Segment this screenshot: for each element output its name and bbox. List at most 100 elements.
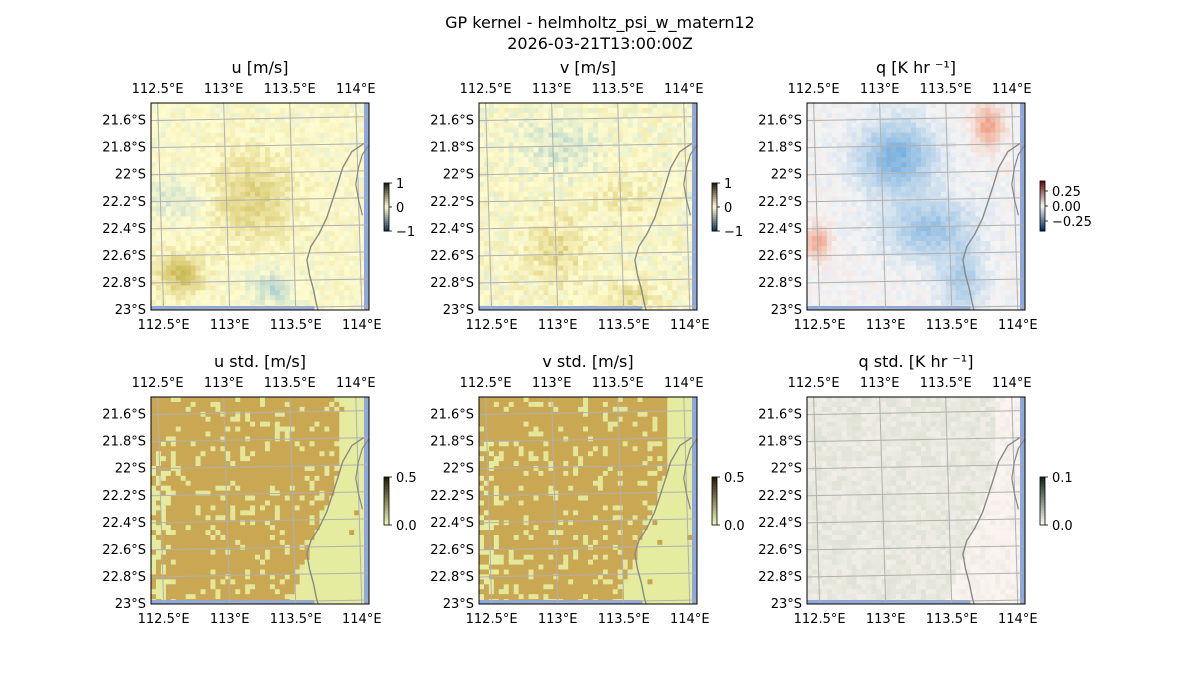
heatmap-cell — [151, 191, 157, 198]
heatmap-cell — [160, 255, 167, 262]
heatmap-cell — [687, 103, 693, 109]
heatmap-cell — [841, 216, 848, 222]
heatmap-cell — [588, 275, 594, 281]
heatmap-cell — [483, 191, 490, 198]
heatmap-cell — [304, 147, 310, 153]
heatmap-cell — [160, 211, 167, 217]
heatmap-cell — [841, 172, 848, 178]
heatmap-cell — [846, 226, 852, 232]
heatmap-cell — [881, 191, 887, 198]
heatmap-cell — [543, 290, 549, 296]
heatmap-cell — [543, 255, 549, 262]
heatmap-cell — [607, 112, 614, 119]
heatmap-cell — [205, 176, 211, 183]
heatmap-cell — [160, 236, 167, 242]
heatmap-cell — [284, 132, 291, 138]
heatmap-cell — [523, 191, 529, 198]
heatmap-cell — [230, 103, 236, 109]
heatmap-cell — [588, 201, 594, 207]
heatmap-cell — [906, 186, 912, 193]
heatmap-cell — [831, 103, 838, 109]
heatmap-cell — [309, 122, 315, 129]
heatmap-cell — [195, 206, 201, 212]
heatmap-cell — [185, 112, 192, 119]
heatmap-cell — [528, 226, 534, 232]
heatmap-cell — [264, 270, 271, 276]
heatmap-cell — [558, 127, 564, 133]
heatmap-cell — [846, 127, 852, 133]
heatmap-cell — [588, 176, 594, 183]
heatmap-cell — [916, 186, 922, 193]
heatmap-cell — [185, 137, 192, 143]
heatmap-cell — [230, 221, 236, 227]
heatmap-cell — [503, 132, 510, 138]
heatmap-cell — [543, 117, 549, 124]
heatmap-cell — [160, 245, 167, 252]
x-tick-label-bottom: 114°E — [670, 318, 710, 333]
heatmap-cell — [637, 137, 643, 143]
heatmap-cell — [289, 265, 296, 271]
heatmap-cell — [896, 196, 902, 202]
heatmap-cell — [955, 122, 961, 129]
heatmap-cell — [1010, 216, 1016, 222]
heatmap-cell — [215, 112, 221, 119]
heatmap-cell — [339, 275, 345, 281]
heatmap-cell — [597, 201, 604, 207]
heatmap-cell — [935, 112, 942, 119]
heatmap-cell — [881, 211, 887, 217]
heatmap-cell — [642, 265, 648, 271]
heatmap-cell — [314, 280, 320, 286]
heatmap-cell — [190, 236, 196, 242]
heatmap-cell — [632, 107, 638, 114]
heatmap-cell — [876, 147, 882, 153]
heatmap-cell — [543, 137, 549, 143]
heatmap-cell — [240, 132, 246, 138]
heatmap-cell — [672, 172, 678, 178]
heatmap-cell — [518, 260, 524, 267]
heatmap-cell — [588, 216, 594, 222]
heatmap-cell — [180, 265, 187, 271]
heatmap-cell — [498, 245, 505, 252]
heatmap-cell — [319, 162, 325, 168]
heatmap-cell — [513, 280, 520, 286]
heatmap-cell — [866, 132, 872, 138]
heatmap-cell — [930, 107, 937, 114]
heatmap-cell — [538, 191, 544, 198]
heatmap-cell — [578, 290, 584, 296]
heatmap-cell — [886, 142, 892, 148]
heatmap-cell — [508, 147, 515, 153]
heatmap-cell — [264, 255, 271, 262]
heatmap-cell — [195, 280, 201, 286]
heatmap-cell — [195, 117, 201, 124]
gridline-lat — [479, 116, 697, 122]
heatmap-cell — [573, 216, 579, 222]
heatmap-cell — [245, 201, 251, 207]
heatmap-cell — [493, 275, 500, 281]
heatmap-cell — [568, 236, 574, 242]
heatmap-cell — [304, 295, 310, 301]
heatmap-cell — [185, 231, 192, 237]
heatmap-cell — [155, 216, 162, 222]
heatmap-cell — [558, 162, 564, 168]
heatmap-cell — [930, 117, 937, 124]
heatmap-cell — [299, 270, 305, 276]
heatmap-cell — [592, 152, 599, 158]
heatmap-cell — [190, 201, 196, 207]
heatmap-cell — [250, 167, 256, 173]
heatmap-cell — [563, 157, 569, 163]
heatmap-cell — [180, 221, 187, 227]
heatmap-cell — [170, 285, 177, 291]
heatmap-cell — [304, 300, 310, 306]
heatmap-cell — [597, 221, 604, 227]
heatmap-cell — [503, 290, 510, 296]
heatmap-cell — [274, 241, 281, 247]
heatmap-cell — [627, 157, 633, 163]
heatmap-cell — [652, 142, 658, 148]
heatmap-cell — [563, 270, 569, 276]
heatmap-cell — [597, 107, 604, 114]
heatmap-cell — [314, 181, 320, 188]
heatmap-cell — [205, 103, 211, 109]
heatmap-cell — [667, 221, 673, 227]
heatmap-cell — [304, 241, 310, 247]
heatmap-cell — [493, 260, 500, 267]
